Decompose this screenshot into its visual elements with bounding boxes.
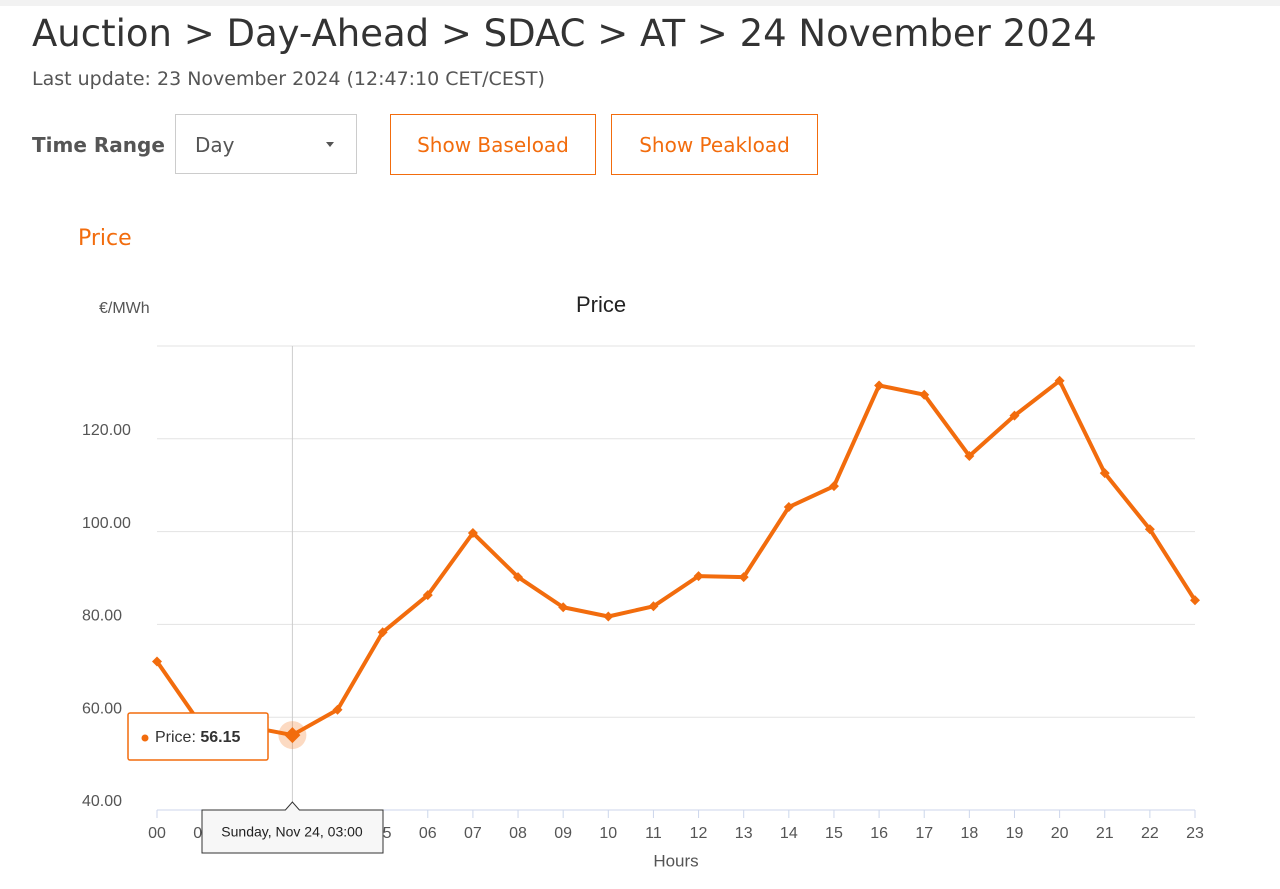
- x-axis-title: Hours: [653, 851, 698, 870]
- x-tick-label: 17: [915, 825, 933, 842]
- tooltip-value: 56.15: [200, 729, 240, 746]
- point-marker: [1144, 524, 1155, 535]
- x-tick-label: 00: [148, 825, 166, 842]
- y-tick-label: 100.00: [82, 515, 131, 532]
- x-tick-label: 22: [1141, 825, 1159, 842]
- x-tick-label: 19: [1006, 825, 1024, 842]
- point-marker: [558, 602, 569, 613]
- point-marker: [332, 704, 343, 715]
- page-title: Auction > Day-Ahead > SDAC > AT > 24 Nov…: [32, 12, 1097, 55]
- point-marker: [693, 571, 704, 582]
- x-tick-label: 15: [825, 825, 843, 842]
- point-marker: [284, 727, 301, 744]
- point-marker: [874, 380, 885, 391]
- y-axis-unit: €/MWh: [99, 300, 150, 317]
- price-line: [155, 378, 1197, 738]
- section-title: Price: [78, 226, 132, 251]
- x-tick-label: 06: [419, 825, 437, 842]
- point-marker: [738, 572, 749, 583]
- top-bar: [0, 0, 1280, 6]
- point-marker: [603, 611, 614, 622]
- x-tick-label: 16: [870, 825, 888, 842]
- point-marker: [1190, 595, 1200, 606]
- point-marker: [919, 389, 930, 400]
- point-marker: [513, 572, 524, 583]
- dropdown-arrow: [326, 142, 334, 147]
- x-tick-label: 23: [1186, 825, 1204, 842]
- last-update: Last update: 23 November 2024 (12:47:10 …: [32, 68, 545, 90]
- tooltip-bullet: [141, 734, 149, 742]
- select-value: Day: [195, 133, 235, 157]
- y-tick-label: 40.00: [82, 793, 122, 810]
- x-tick-label: 12: [690, 825, 708, 842]
- point-marker: [1009, 410, 1020, 421]
- x-tick-label: 07: [464, 825, 482, 842]
- x-tick-label: 14: [780, 825, 798, 842]
- y-tick-label: 120.00: [82, 422, 131, 439]
- point-marker: [467, 527, 478, 538]
- point-marker: [783, 502, 794, 513]
- x-tick-label: 11: [645, 825, 662, 842]
- tooltip-label: Price:: [155, 729, 196, 746]
- point-marker: [648, 601, 659, 612]
- point-marker: [1054, 375, 1065, 386]
- point-marker: [422, 590, 433, 601]
- point-marker: [377, 627, 388, 638]
- time-range-select[interactable]: Day: [175, 114, 357, 174]
- x-tick-label: 21: [1096, 825, 1114, 842]
- x-tick-label: 20: [1051, 825, 1069, 842]
- date-tooltip-text: Sunday, Nov 24, 03:00: [221, 824, 363, 840]
- tooltip-text: Price: 56.15: [155, 729, 241, 746]
- point-marker: [152, 656, 162, 667]
- date-tooltip: Sunday, Nov 24, 03:00: [201, 801, 384, 854]
- x-tick-label: 18: [960, 825, 978, 842]
- time-range-label: Time Range: [32, 133, 165, 157]
- tooltip: Price: 56.15: [127, 712, 269, 761]
- point-marker: [964, 450, 975, 461]
- y-tick-label: 60.00: [82, 700, 122, 717]
- point-marker: [828, 481, 839, 492]
- x-tick-label: 10: [599, 825, 617, 842]
- baseload-button[interactable]: Show Baseload: [390, 114, 596, 175]
- x-tick-label: 13: [735, 825, 753, 842]
- chart-title: Price: [576, 292, 626, 317]
- y-tick-label: 80.00: [82, 608, 122, 625]
- x-tick-label: 08: [509, 825, 527, 842]
- x-tick-label: 09: [554, 825, 572, 842]
- tooltip-box: [127, 712, 269, 761]
- date-tooltip-box: [201, 801, 384, 854]
- peakload-button[interactable]: Show Peakload: [611, 114, 818, 175]
- point-marker: [1099, 468, 1110, 479]
